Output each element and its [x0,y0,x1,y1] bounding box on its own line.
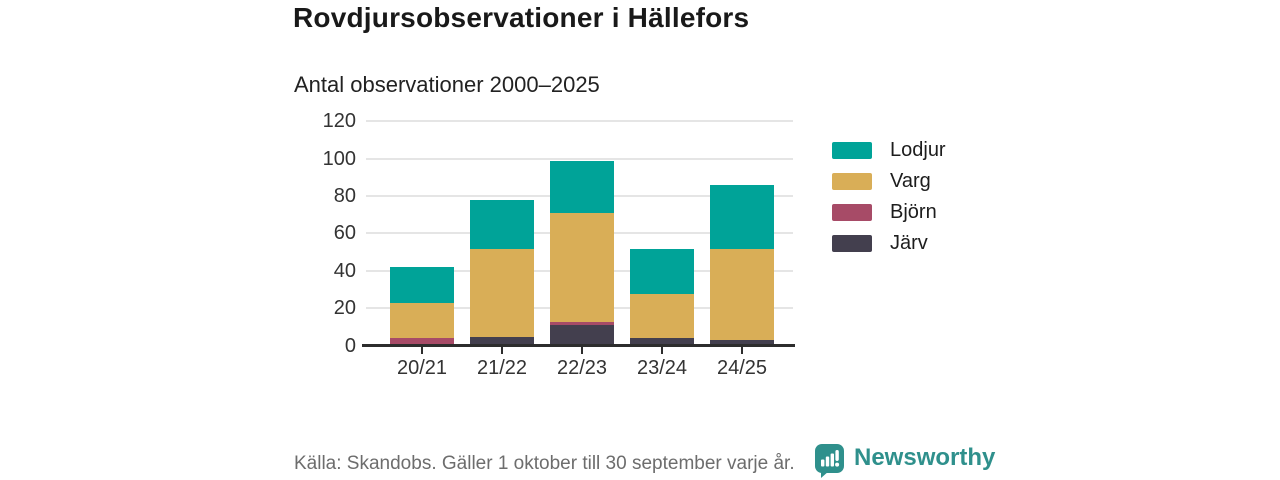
legend-item-järv: Järv [832,232,946,254]
x-axis-tick [421,347,423,354]
legend-swatch-varg [832,173,872,190]
legend-label: Varg [890,170,931,192]
bar-segment-varg-21/22 [470,248,534,337]
legend-swatch-lodjur [832,142,872,159]
x-axis-label: 23/24 [636,357,688,379]
y-axis-label: 40 [333,259,356,282]
legend-item-björn: Björn [832,201,946,223]
bar-segment-lodjur-22/23 [550,160,614,214]
legend: Lodjur Varg Björn Järv [832,139,946,266]
newsworthy-logo-icon [815,444,844,478]
legend-label: Lodjur [890,139,946,161]
bar-segment-järv-21/22 [470,336,534,344]
x-axis-tick [741,347,743,354]
legend-label: Björn [890,201,937,223]
bar-segment-järv-22/23 [550,325,614,344]
x-axis-tick [501,347,503,354]
gridline-100 [366,157,793,160]
brand-name: Newsworthy [854,444,996,471]
bar-segment-varg-22/23 [550,213,614,322]
source-note: Källa: Skandobs. Gäller 1 oktober till 3… [294,453,795,474]
bar-segment-varg-20/21 [390,302,454,339]
bar-segment-lodjur-24/25 [710,185,774,249]
legend-label: Järv [890,232,928,254]
x-axis-line [362,344,795,347]
legend-swatch-järv [832,235,872,252]
bar-segment-varg-23/24 [630,293,694,339]
brand: Newsworthy [814,443,995,478]
legend-item-varg: Varg [832,170,946,192]
bar-segment-järv-24/25 [710,340,774,344]
x-axis-tick [581,347,583,354]
chart-subtitle: Antal observationer 2000–2025 [294,72,600,97]
gridline-120 [366,120,793,123]
x-axis-label: 22/23 [556,357,608,379]
bar-segment-järv-23/24 [630,338,694,344]
chart-title: Rovdjursobservationer i Hällefors [293,2,750,33]
legend-item-lodjur: Lodjur [832,139,946,161]
bar-segment-björn-20/21 [390,338,454,344]
y-axis-label: 60 [333,222,356,245]
y-axis-label: 100 [322,147,356,170]
x-axis-label: 24/25 [716,357,768,379]
x-axis-label: 20/21 [396,357,448,379]
bar-segment-lodjur-21/22 [470,200,534,249]
y-axis-label: 20 [333,297,356,320]
y-axis-label: 80 [333,185,356,208]
y-axis-label: 120 [322,110,356,133]
legend-swatch-björn [832,204,872,221]
bar-segment-lodjur-23/24 [630,248,694,294]
y-axis-label: 0 [344,334,356,357]
bar-segment-lodjur-20/21 [390,267,454,303]
x-axis-label: 21/22 [476,357,528,379]
bar-segment-varg-24/25 [710,248,774,341]
bar-segment-björn-22/23 [550,321,614,326]
x-axis-tick [661,347,663,354]
